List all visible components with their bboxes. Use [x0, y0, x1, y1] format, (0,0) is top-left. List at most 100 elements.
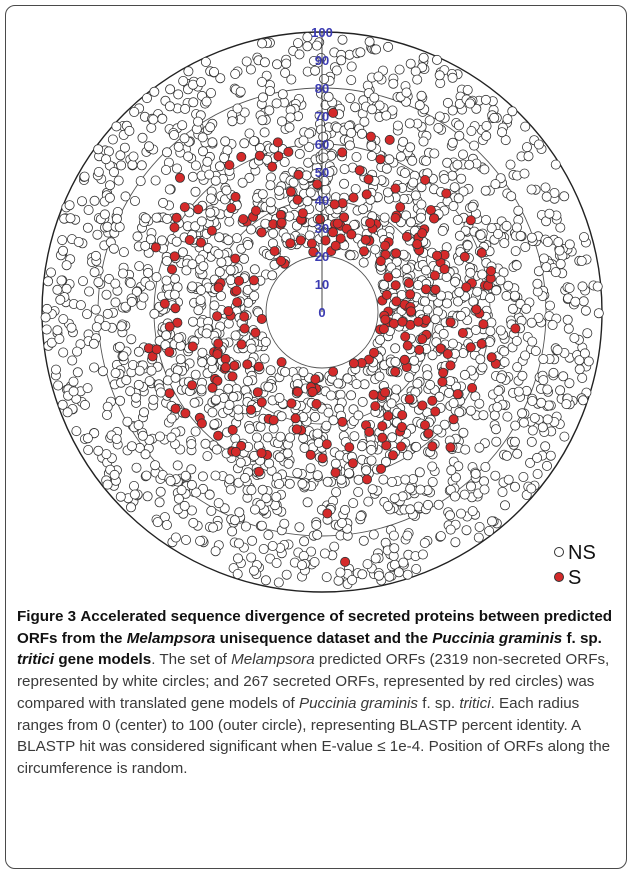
series-ns-point: [321, 420, 332, 431]
series-ns-point: [542, 460, 553, 471]
radial-tick-label: 100: [311, 25, 333, 40]
series-ns-point: [437, 225, 448, 236]
series-ns-point: [412, 74, 423, 85]
series-ns-point: [438, 328, 449, 339]
series-ns-point: [361, 465, 372, 476]
series-ns-point: [513, 386, 524, 397]
polar-scatter-plot: 0 10 20 30 40 50 60 70 80 90 100 NS S: [40, 25, 604, 593]
series-ns-point: [51, 364, 62, 375]
series-ns-point: [308, 56, 319, 67]
series-ns-point: [402, 450, 413, 461]
series-ns-point: [224, 399, 235, 410]
caption-title-text: unisequence dataset and the: [215, 629, 433, 647]
series-ns-point: [110, 368, 121, 379]
series-ns-point: [496, 127, 507, 138]
series-s-point: [169, 222, 180, 233]
series-ns-point: [339, 178, 350, 189]
series-ns-point: [224, 474, 235, 485]
caption-title-italic: tritici: [17, 651, 55, 669]
series-ns-point: [353, 474, 364, 485]
series-s-point: [236, 339, 247, 350]
series-s-point: [445, 317, 456, 328]
series-ns-point: [465, 481, 476, 492]
series-s-point: [368, 347, 379, 358]
series-ns-point: [161, 330, 172, 341]
series-ns-point: [233, 404, 244, 415]
series-ns-point: [400, 474, 411, 485]
series-ns-point: [52, 284, 63, 295]
series-ns-point: [90, 304, 101, 315]
series-s-point: [459, 251, 470, 262]
series-s-point: [420, 174, 431, 185]
series-ns-point: [214, 161, 225, 172]
series-ns-point: [456, 173, 467, 184]
series-s-point: [329, 199, 340, 210]
series-ns-point: [54, 333, 65, 344]
series-ns-point: [141, 470, 152, 481]
series-ns-point: [475, 229, 486, 240]
series-ns-point: [355, 47, 366, 58]
radial-tick-label: 90: [315, 53, 329, 68]
series-ns-point: [398, 136, 409, 147]
series-ns-point: [82, 309, 93, 320]
series-ns-point: [420, 265, 431, 276]
series-ns-point: [527, 336, 538, 347]
series-ns-point: [211, 444, 222, 455]
series-ns-point: [484, 337, 495, 348]
series-ns-point: [223, 235, 234, 246]
series-ns-point: [405, 217, 416, 228]
series-ns-point: [138, 407, 149, 418]
radial-tick-label: 10: [315, 277, 329, 292]
caption-body-text: predicted ORFs (2319 non-secreted ORFs, …: [17, 651, 610, 712]
series-ns-point: [489, 410, 500, 421]
series-ns-point: [235, 86, 246, 97]
series-ns-point: [281, 58, 292, 69]
series-ns-point: [407, 155, 418, 166]
series-ns-point: [161, 520, 172, 531]
series-ns-point: [441, 298, 452, 309]
series-s-point: [321, 439, 332, 450]
series-s-point: [223, 306, 234, 317]
series-s-point: [283, 146, 294, 157]
series-ns-point: [458, 186, 469, 197]
series-s-point: [420, 284, 431, 295]
series-ns-point: [200, 57, 211, 68]
series-s-point: [413, 316, 424, 327]
series-ns-point: [116, 321, 127, 332]
series-ns-point: [491, 436, 502, 447]
series-ns-point: [555, 385, 566, 396]
series-s-point: [250, 205, 261, 216]
series-ns-point: [509, 481, 520, 492]
series-ns-point: [481, 130, 492, 141]
series-ns-point: [490, 424, 501, 435]
series-ns-point: [379, 212, 390, 223]
series-ns-point: [357, 396, 368, 407]
series-ns-point: [411, 564, 422, 575]
series-ns-point: [380, 456, 391, 467]
series-ns-point: [306, 546, 317, 557]
series-ns-point: [166, 432, 177, 443]
series-s-point: [290, 413, 301, 424]
series-ns-point: [299, 442, 310, 453]
series-ns-point: [414, 100, 425, 111]
series-ns-point: [151, 272, 162, 283]
series-ns-point: [335, 567, 346, 578]
series-ns-point: [311, 40, 322, 51]
series-ns-point: [418, 52, 429, 63]
series-ns-point: [132, 231, 143, 242]
series-ns-point: [80, 399, 91, 410]
series-ns-point: [405, 504, 416, 515]
series-ns-point: [374, 371, 385, 382]
series-ns-point: [72, 346, 83, 357]
series-ns-point: [533, 139, 544, 150]
series-ns-point: [318, 131, 329, 142]
series-ns-point: [118, 268, 129, 279]
series-ns-point: [235, 457, 246, 468]
caption-title: Accelerated sequence divergence of secre…: [17, 608, 612, 668]
series-ns-point: [71, 426, 82, 437]
series-ns-point: [486, 516, 497, 527]
series-ns-point: [499, 346, 510, 357]
series-s-point: [164, 321, 175, 332]
series-ns-point: [109, 469, 120, 480]
series-ns-point: [525, 457, 536, 468]
